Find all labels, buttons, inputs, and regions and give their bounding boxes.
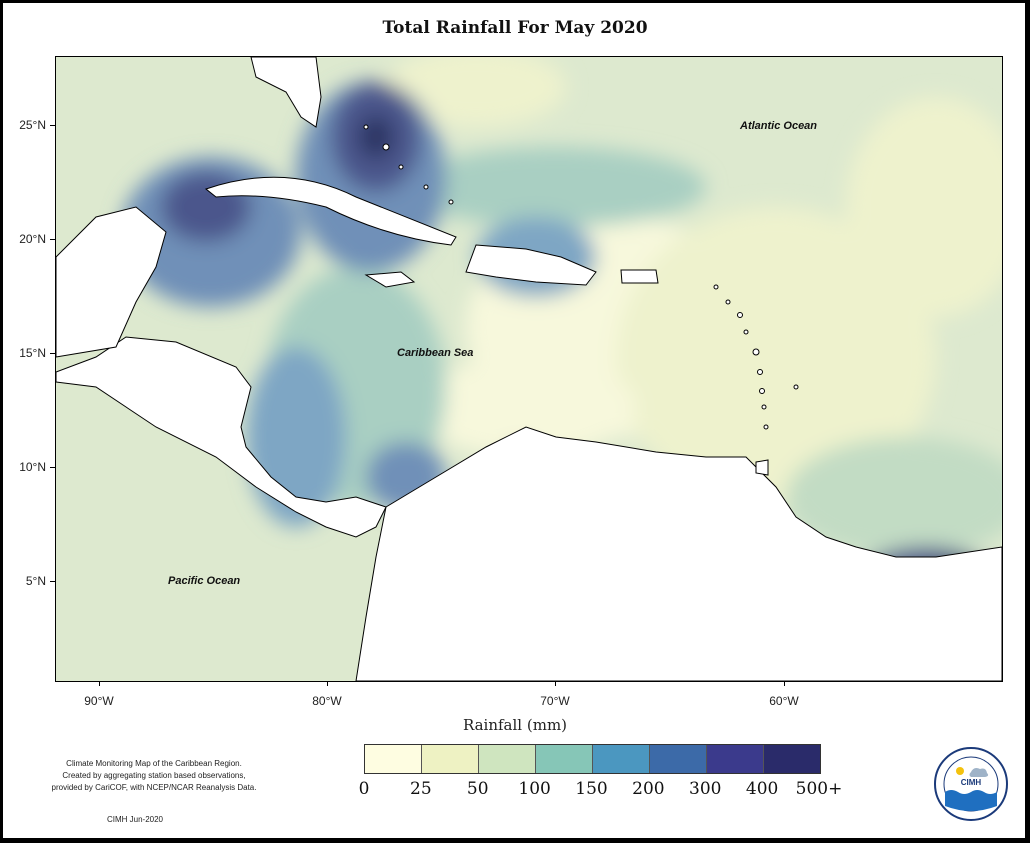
legend-swatch <box>707 745 764 773</box>
x-tick-90w <box>99 681 100 686</box>
cimh-logo-svg: CIMH <box>934 747 1008 821</box>
legend-swatch <box>365 745 422 773</box>
color-legend <box>364 744 821 774</box>
legend-tick-label: 200 <box>632 779 665 799</box>
y-tick-label-25n: 25°N <box>19 118 46 132</box>
legend-tick-label: 50 <box>466 779 489 799</box>
lesser-antilles <box>713 284 799 430</box>
x-tick-60w <box>784 681 785 686</box>
caption-line-2: Created by aggregating station based obs… <box>62 771 246 780</box>
legend-tick-label: 400 <box>745 779 779 799</box>
rainfall-axis-label: Rainfall (mm) <box>462 716 568 734</box>
legend-swatch <box>764 745 820 773</box>
legend-swatch <box>536 745 593 773</box>
legend-tick-label: 150 <box>575 779 608 799</box>
label-atlantic-ocean: Atlantic Ocean <box>740 120 818 132</box>
y-tick-15n <box>50 353 55 354</box>
y-tick-25n <box>50 125 55 126</box>
legend-swatch <box>650 745 707 773</box>
legend-tick-label: 500+ <box>795 779 843 799</box>
legend-tick-label: 0 <box>358 779 370 799</box>
cimh-logo: CIMH <box>933 746 1009 822</box>
legend-swatch <box>422 745 479 773</box>
label-pacific-ocean: Pacific Ocean <box>168 575 241 587</box>
y-tick-label-5n: 5°N <box>25 574 46 588</box>
sun-icon <box>956 767 964 775</box>
land-masses <box>56 57 1002 681</box>
bahamas <box>363 124 454 205</box>
y-tick-5n <box>50 581 55 582</box>
x-tick-70w <box>555 681 556 686</box>
y-tick-label-15n: 15°N <box>19 346 46 360</box>
credit-text: CIMH Jun-2020 <box>106 815 164 824</box>
y-tick-10n <box>50 467 55 468</box>
y-tick-20n <box>50 239 55 240</box>
rainfall-map[interactable] <box>55 56 1003 682</box>
legend-swatch <box>479 745 536 773</box>
cloud-icon <box>969 768 989 777</box>
legend-tick-label: 25 <box>410 779 432 799</box>
map-caption: Climate Monitoring Map of the Caribbean … <box>20 758 288 794</box>
map-title: Total Rainfall For May 2020 <box>382 18 648 38</box>
label-caribbean-sea: Caribbean Sea <box>397 347 474 359</box>
x-tick-label-80w: 80°W <box>312 694 342 708</box>
waves-icon <box>945 790 997 811</box>
legend-tick-label: 300 <box>689 779 722 799</box>
x-tick-label-70w: 70°W <box>540 694 570 708</box>
caption-line-1: Climate Monitoring Map of the Caribbean … <box>66 759 242 768</box>
caption-line-3: provided by CariCOF, with NCEP/NCAR Rean… <box>51 783 257 792</box>
legend-swatch <box>593 745 650 773</box>
x-tick-80w <box>327 681 328 686</box>
x-tick-label-90w: 90°W <box>84 694 114 708</box>
y-tick-label-10n: 10°N <box>19 460 46 474</box>
logo-text: CIMH <box>961 778 982 787</box>
y-tick-label-20n: 20°N <box>19 232 46 246</box>
legend-tick-label: 100 <box>518 779 551 799</box>
rainfall-map-svg <box>56 57 1002 681</box>
x-tick-label-60w: 60°W <box>769 694 799 708</box>
